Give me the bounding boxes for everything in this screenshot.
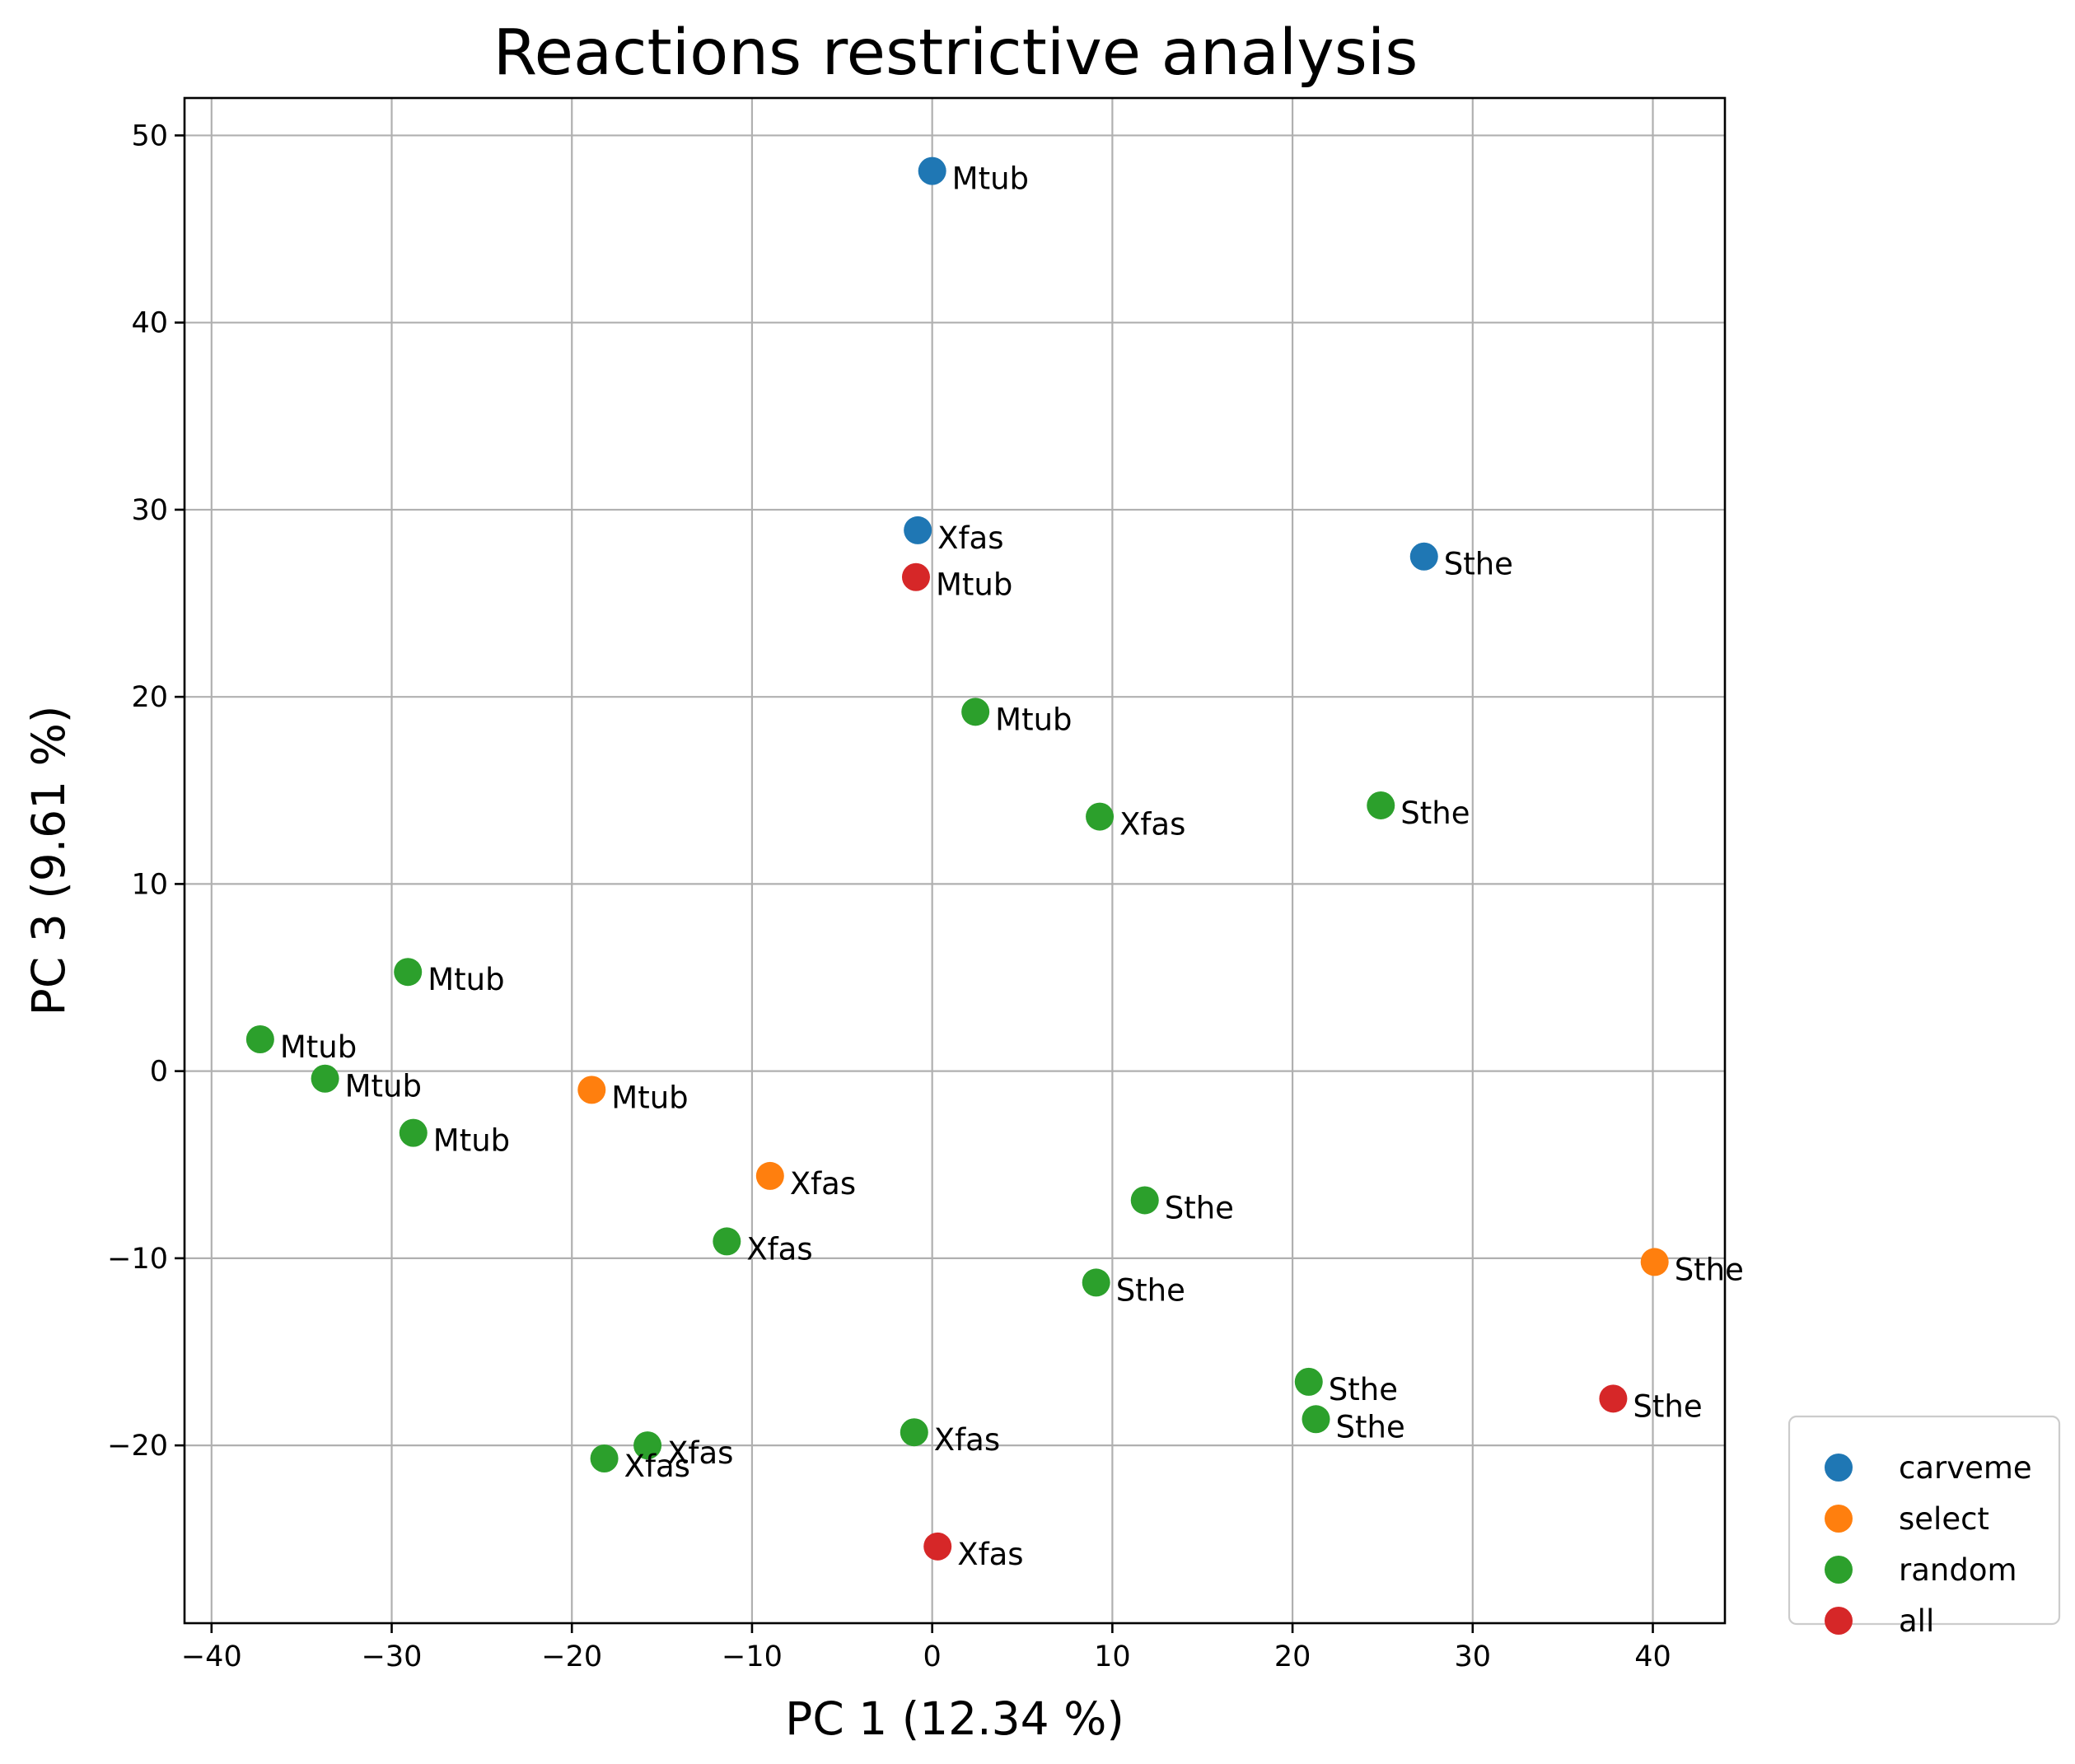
data-point-carveme (918, 156, 946, 185)
x-axis-title: PC 1 (12.34 %) (785, 1692, 1124, 1745)
data-point-random (1086, 802, 1115, 831)
point-label: Mtub (345, 1069, 422, 1104)
data-point-all (901, 562, 930, 591)
point-label: Xfas (790, 1166, 856, 1202)
data-point-random (713, 1227, 741, 1256)
grid (185, 98, 1725, 1623)
data-point-random (1367, 791, 1395, 819)
legend-marker-random (1825, 1556, 1853, 1584)
point-label: Sthe (1400, 796, 1470, 831)
y-tick-label: 40 (131, 307, 168, 340)
point-label: Sthe (1675, 1252, 1744, 1287)
data-point-random (1130, 1186, 1159, 1215)
x-tick-label: 10 (1094, 1640, 1131, 1673)
legend-marker-all (1825, 1607, 1853, 1635)
point-label: Mtub (428, 962, 504, 997)
x-tick-label: −40 (181, 1640, 242, 1673)
legend-marker-select (1825, 1505, 1853, 1533)
x-tick-label: 40 (1634, 1640, 1671, 1673)
y-tick-label: 10 (131, 868, 168, 901)
legend-label: select (1899, 1501, 1989, 1537)
point-label: Mtub (433, 1123, 510, 1159)
data-point-random (394, 958, 423, 987)
legend-label: all (1899, 1603, 1934, 1639)
point-label: Sthe (1165, 1190, 1234, 1225)
data-point-random (1082, 1268, 1110, 1297)
point-label: Xfas (746, 1231, 812, 1267)
y-tick-label: −10 (107, 1243, 168, 1276)
x-tick-label: −10 (722, 1640, 783, 1673)
data-point-carveme (1409, 542, 1438, 571)
point-label: Sthe (1633, 1388, 1702, 1424)
x-tick-label: 30 (1455, 1640, 1492, 1673)
legend-frame (1788, 1415, 2061, 1626)
data-point-all (1599, 1384, 1628, 1413)
data-point-select (577, 1076, 606, 1104)
point-label: Sthe (1336, 1409, 1405, 1444)
data-point-random (961, 698, 990, 726)
data-point-random (399, 1118, 428, 1147)
point-label: Sthe (1329, 1372, 1398, 1407)
legend-marker-carveme (1825, 1454, 1853, 1482)
data-point-select (1640, 1248, 1669, 1276)
data-point-all (923, 1532, 952, 1561)
point-label: Mtub (280, 1029, 357, 1065)
data-point-random (1294, 1367, 1323, 1396)
y-tick-label: 30 (131, 494, 168, 527)
point-label: Xfas (937, 520, 1003, 556)
point-label: Mtub (995, 702, 1072, 737)
x-tick-label: −20 (541, 1640, 602, 1673)
point-label: Xfas (667, 1435, 733, 1471)
point-label: Mtub (952, 161, 1029, 197)
x-tick-label: −30 (362, 1640, 423, 1673)
data-point-random (633, 1431, 662, 1460)
point-label: Xfas (934, 1422, 1000, 1458)
point-label: Sthe (1116, 1272, 1185, 1308)
plot-area-frame (183, 96, 1727, 1625)
y-tick-label: −20 (107, 1430, 168, 1463)
data-point-random (590, 1444, 619, 1473)
data-point-random (1302, 1405, 1330, 1434)
x-tick-label: 20 (1274, 1640, 1311, 1673)
legend-label: random (1899, 1552, 2017, 1588)
data-point-random (245, 1025, 274, 1054)
y-axis-title: PC 3 (9.61 %) (22, 706, 75, 1016)
y-tick-label: 0 (150, 1056, 168, 1089)
legend-label: carveme (1899, 1450, 2032, 1486)
axis-ticks: −40 −30 −20 −10 0 10 20 30 40 −20 −10 0 10 20 30 40 50 (107, 119, 1671, 1673)
data-point-carveme (904, 516, 932, 544)
point-label: Mtub (936, 567, 1012, 603)
legend: carveme select random all (1788, 1415, 2061, 1639)
y-tick-label: 50 (131, 119, 168, 152)
point-label: Sthe (1444, 547, 1513, 582)
x-tick-label: 0 (923, 1640, 942, 1673)
data-point-random (311, 1064, 339, 1093)
point-label: Xfas (1119, 807, 1185, 842)
data-points: Mtub Xfas Sthe Mtub Xfas Sthe Mtub Xfas Sthe Mtub… (245, 156, 1744, 1572)
y-tick-label: 20 (131, 681, 168, 714)
point-label: Mtub (611, 1080, 688, 1115)
data-point-random (900, 1418, 928, 1447)
data-point-select (755, 1161, 784, 1190)
point-label: Xfas (624, 1449, 690, 1484)
chart-title: Reactions restrictive analysis (493, 16, 1418, 90)
point-label: Xfas (957, 1537, 1023, 1572)
